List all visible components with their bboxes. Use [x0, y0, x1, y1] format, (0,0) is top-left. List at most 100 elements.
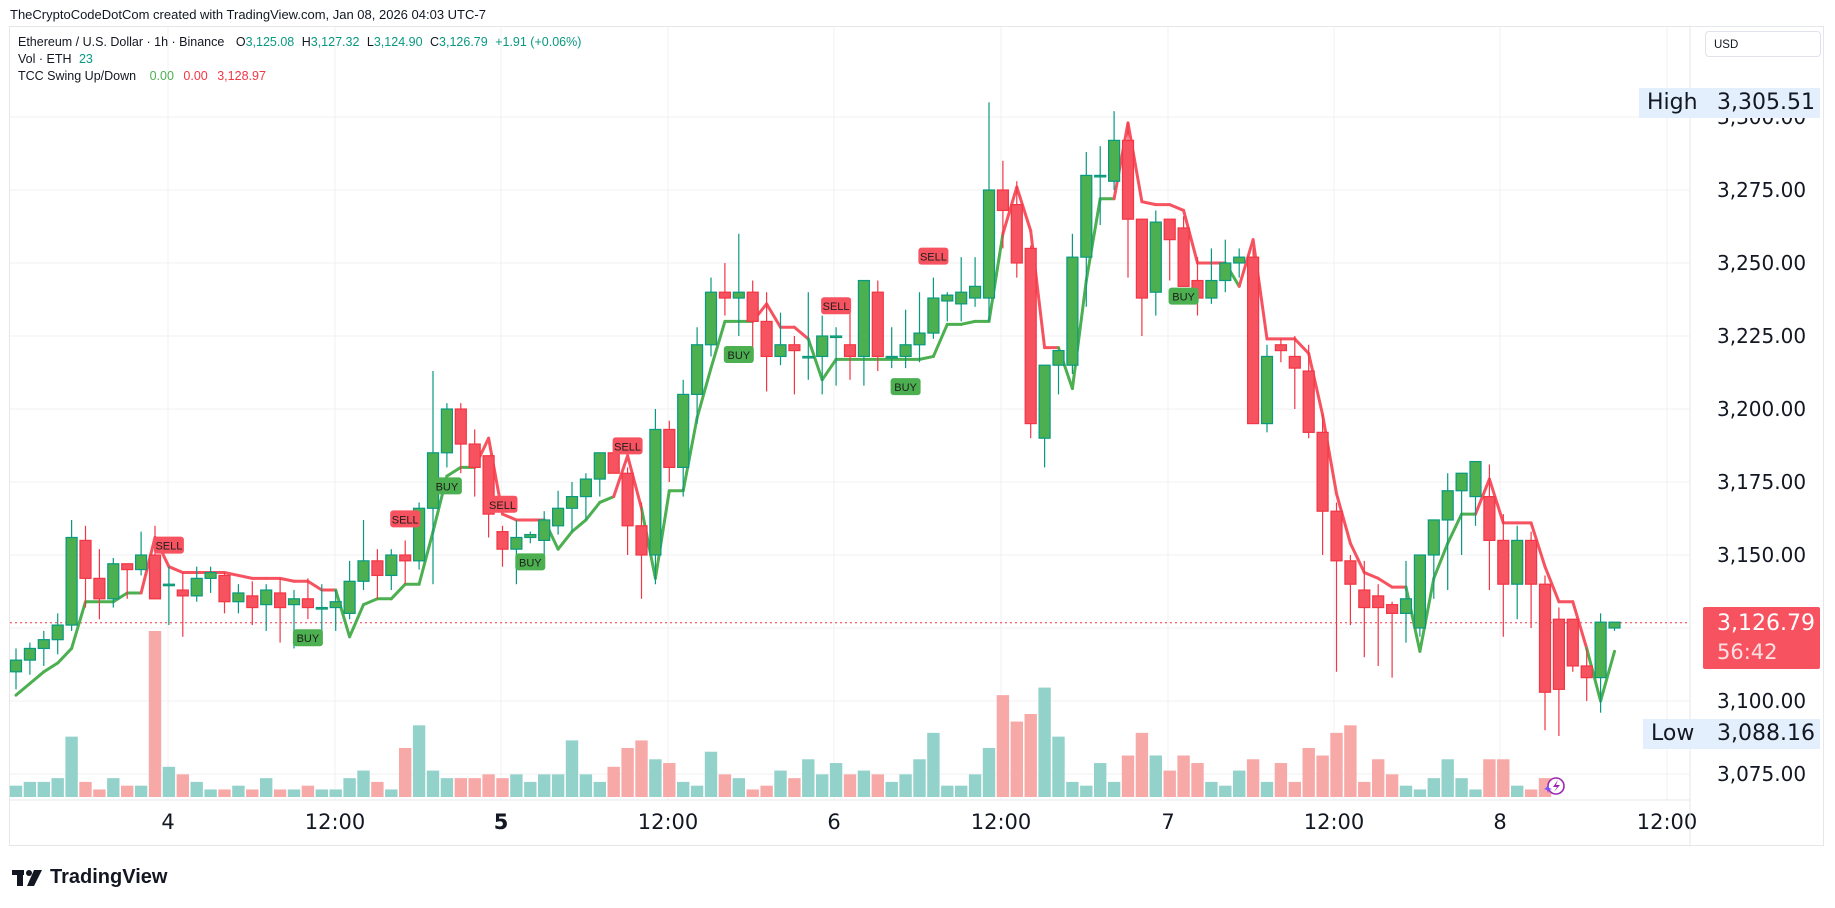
candle[interactable] — [1274, 338, 1288, 363]
candle[interactable] — [1080, 152, 1093, 307]
candle[interactable] — [1594, 613, 1607, 713]
candle[interactable] — [329, 590, 342, 631]
candle[interactable] — [774, 312, 787, 366]
candle[interactable] — [65, 519, 78, 631]
candle[interactable] — [218, 572, 231, 614]
candle[interactable] — [343, 560, 356, 620]
candle[interactable] — [260, 584, 273, 631]
candle[interactable] — [301, 578, 314, 620]
candle[interactable] — [1385, 601, 1399, 678]
candle[interactable] — [51, 613, 64, 655]
candle[interactable] — [955, 257, 968, 322]
candle[interactable] — [1580, 648, 1593, 701]
candle[interactable] — [1038, 364, 1051, 468]
candle[interactable] — [9, 648, 23, 690]
candle[interactable] — [816, 315, 829, 395]
candle[interactable] — [1205, 248, 1218, 304]
candle[interactable] — [857, 279, 871, 386]
candle[interactable] — [1427, 519, 1440, 599]
volume-row[interactable]: Vol · ETH 23 — [18, 51, 581, 68]
candle[interactable] — [274, 578, 287, 643]
candle[interactable] — [788, 336, 801, 395]
candle[interactable] — [649, 409, 662, 585]
candle[interactable] — [1052, 350, 1065, 395]
candle[interactable] — [1399, 560, 1413, 643]
symbol-row[interactable]: Ethereum / U.S. Dollar · 1h · Binance O3… — [18, 35, 582, 49]
candle[interactable] — [1094, 146, 1107, 226]
candle[interactable] — [871, 280, 884, 372]
candle[interactable] — [135, 531, 148, 576]
candle[interactable] — [1219, 239, 1232, 293]
candle[interactable] — [1358, 560, 1371, 658]
candle[interactable] — [913, 292, 926, 363]
candle[interactable] — [79, 525, 92, 608]
candle[interactable] — [996, 160, 1010, 249]
candle[interactable] — [1163, 218, 1176, 281]
candle[interactable] — [968, 257, 982, 307]
candle[interactable] — [927, 277, 940, 339]
candle[interactable] — [399, 540, 412, 585]
candle[interactable] — [1497, 514, 1510, 637]
candle[interactable] — [468, 429, 481, 497]
candle[interactable] — [746, 280, 759, 351]
candle[interactable] — [1372, 584, 1385, 666]
tradingview-logo[interactable]: TradingView — [12, 866, 167, 889]
candle[interactable] — [496, 525, 509, 567]
candle[interactable] — [982, 102, 996, 322]
candle[interactable] — [718, 263, 732, 316]
candle[interactable] — [23, 642, 36, 675]
indicator-row[interactable]: TCC Swing Up/Down 0.00 0.00 3,128.97 — [18, 68, 581, 85]
candle[interactable] — [704, 277, 718, 357]
candle[interactable] — [454, 403, 467, 474]
candle[interactable] — [899, 309, 912, 369]
candle[interactable] — [510, 519, 523, 585]
candle[interactable] — [1566, 618, 1579, 672]
candle[interactable] — [941, 292, 954, 322]
candle[interactable] — [524, 531, 537, 544]
candle[interactable] — [1441, 473, 1454, 591]
candle[interactable] — [371, 549, 384, 599]
candle[interactable] — [1330, 502, 1343, 672]
candle[interactable] — [1538, 575, 1552, 731]
candle[interactable] — [635, 502, 648, 599]
candle[interactable] — [1302, 344, 1315, 439]
candle[interactable] — [176, 572, 189, 637]
candle[interactable] — [1608, 621, 1621, 631]
candle[interactable] — [357, 519, 370, 591]
candle[interactable] — [565, 482, 579, 532]
candle[interactable] — [1010, 181, 1023, 278]
candle[interactable] — [1233, 248, 1246, 278]
candle[interactable] — [663, 420, 676, 482]
candle[interactable] — [1552, 607, 1566, 737]
symbol-title[interactable]: Ethereum / U.S. Dollar · 1h · Binance — [18, 35, 225, 49]
candle[interactable] — [690, 327, 704, 424]
candle[interactable] — [93, 549, 106, 620]
candle[interactable] — [246, 581, 259, 626]
volume-label[interactable]: Vol · ETH — [18, 52, 72, 66]
candle[interactable] — [1246, 248, 1260, 425]
currency-selector[interactable]: USD — [1705, 31, 1821, 57]
candle[interactable] — [1288, 336, 1301, 409]
candle[interactable] — [1316, 414, 1329, 555]
candle[interactable] — [802, 292, 815, 380]
candle[interactable] — [107, 557, 120, 608]
candle[interactable] — [1469, 460, 1482, 526]
candle[interactable] — [121, 563, 134, 599]
candle[interactable] — [1149, 210, 1162, 316]
candle[interactable] — [1177, 216, 1190, 287]
candle[interactable] — [1483, 464, 1496, 591]
candle[interactable] — [385, 549, 398, 591]
candle[interactable] — [1511, 525, 1524, 620]
candle[interactable] — [1260, 344, 1274, 433]
candle[interactable] — [1024, 245, 1037, 439]
candle[interactable] — [579, 473, 593, 520]
candle[interactable] — [190, 566, 203, 602]
candle[interactable] — [37, 630, 50, 666]
candle[interactable] — [162, 566, 175, 626]
candle[interactable] — [551, 490, 565, 535]
candle[interactable] — [1344, 555, 1357, 626]
candle[interactable] — [1135, 218, 1149, 336]
indicator-label[interactable]: TCC Swing Up/Down — [18, 69, 137, 83]
lightning-icon[interactable] — [1544, 777, 1565, 795]
